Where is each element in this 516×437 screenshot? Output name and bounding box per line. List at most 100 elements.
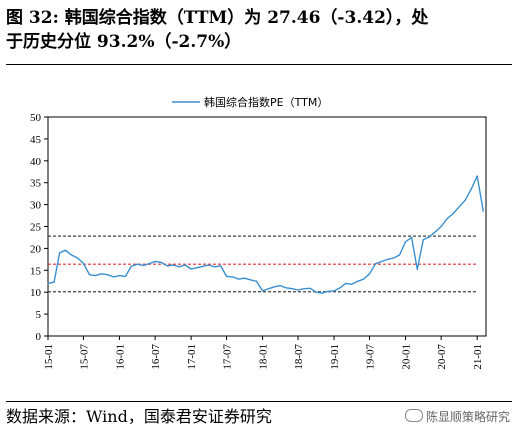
data-point — [411, 236, 413, 238]
data-point — [226, 275, 228, 277]
legend-label: 韩国综合指数PE（TTM） — [204, 95, 328, 109]
data-point — [77, 257, 79, 259]
data-point — [440, 225, 442, 228]
x-tick-label: 17-07 — [222, 344, 234, 370]
data-point — [130, 265, 132, 267]
data-point — [166, 265, 168, 267]
data-point — [309, 287, 311, 289]
data-point — [262, 290, 264, 292]
x-tick-label: 15-01 — [43, 344, 55, 370]
x-tick-label: 16-07 — [150, 344, 162, 370]
data-point — [339, 287, 341, 289]
data-point — [232, 276, 234, 278]
data-point — [47, 282, 49, 284]
data-point — [291, 288, 293, 290]
plot-area — [47, 116, 487, 337]
data-point — [345, 282, 347, 284]
data-point — [428, 236, 430, 238]
data-point — [202, 265, 204, 267]
data-point — [273, 286, 275, 288]
data-point — [160, 261, 162, 263]
data-point — [59, 252, 61, 254]
data-point — [458, 206, 460, 208]
data-point — [70, 254, 73, 256]
data-point — [53, 281, 55, 283]
data-point — [208, 264, 210, 266]
data-point — [303, 288, 305, 290]
data-point — [106, 274, 109, 276]
data-point — [416, 268, 418, 270]
data-point — [279, 285, 281, 287]
x-tick-label: 17-01 — [186, 344, 198, 370]
data-source: 数据来源：Wind，国泰君安证券研究 — [6, 407, 272, 426]
watermark-text: 陈显顺策略研究 — [425, 410, 510, 424]
data-point — [470, 188, 472, 190]
figure-title-line1: 图 32: 韩国综合指数（TTM）为 27.46（-3.42），处 — [6, 8, 429, 28]
data-point — [285, 287, 287, 289]
data-point — [244, 277, 246, 279]
data-point — [154, 260, 156, 263]
data-point — [196, 267, 198, 269]
data-point — [142, 264, 144, 267]
data-point — [88, 274, 91, 276]
watermark: 陈显顺策略研究 — [404, 408, 510, 425]
data-point — [381, 260, 383, 263]
data-point — [148, 263, 150, 265]
data-point — [422, 239, 424, 241]
data-point — [100, 273, 103, 275]
y-tick-label: 45 — [30, 134, 42, 146]
data-point — [375, 263, 377, 265]
data-point — [398, 254, 401, 256]
data-point — [172, 264, 174, 266]
y-tick-label: 25 — [30, 222, 42, 234]
data-point — [118, 275, 121, 277]
figure-title: 图 32: 韩国综合指数（TTM）为 27.46（-3.42），处 于历史分位 … — [6, 6, 512, 54]
data-point — [238, 278, 240, 280]
data-point — [255, 280, 258, 282]
x-tick-label: 16-01 — [114, 344, 126, 370]
data-point — [452, 212, 454, 214]
data-point — [315, 291, 317, 293]
data-point — [178, 266, 180, 268]
y-tick-label: 50 — [30, 112, 42, 124]
x-tick-label: 20-07 — [436, 344, 448, 370]
data-point — [333, 290, 335, 292]
data-point — [95, 275, 97, 277]
y-tick-label: 30 — [30, 200, 42, 212]
data-point — [268, 288, 270, 290]
data-point — [464, 199, 466, 201]
data-point — [220, 265, 222, 267]
data-point — [351, 283, 353, 285]
y-tick-label: 15 — [30, 265, 42, 277]
y-tick-label: 40 — [30, 156, 42, 168]
y-tick-label: 10 — [30, 287, 42, 299]
data-point — [190, 268, 192, 270]
figure-title-line2: 于历史分位 93.2%（-2.7%） — [6, 32, 242, 52]
y-tick-label: 20 — [30, 243, 42, 255]
data-point — [214, 266, 216, 268]
data-point — [321, 292, 323, 294]
data-point — [476, 175, 478, 177]
data-point — [124, 275, 127, 277]
data-point — [65, 249, 67, 251]
data-point — [250, 279, 252, 281]
x-tick-label: 18-07 — [293, 344, 305, 370]
data-point — [434, 231, 436, 233]
data-point — [112, 276, 114, 278]
y-tick-label: 35 — [30, 178, 42, 190]
data-point — [404, 241, 407, 243]
data-point — [327, 290, 329, 292]
data-point — [482, 210, 484, 212]
data-point — [184, 264, 186, 266]
x-tick-label: 21-01 — [472, 344, 484, 370]
x-tick-label: 19-07 — [365, 344, 377, 370]
data-point — [363, 278, 365, 280]
y-tick-label: 5 — [36, 309, 42, 321]
x-tick-label: 20-01 — [401, 344, 413, 370]
source-divider — [6, 401, 512, 402]
x-tick-label: 15-07 — [78, 344, 90, 370]
x-tick-label: 19-01 — [329, 344, 341, 370]
data-point — [297, 289, 299, 291]
y-tick-label: 0 — [36, 331, 42, 343]
